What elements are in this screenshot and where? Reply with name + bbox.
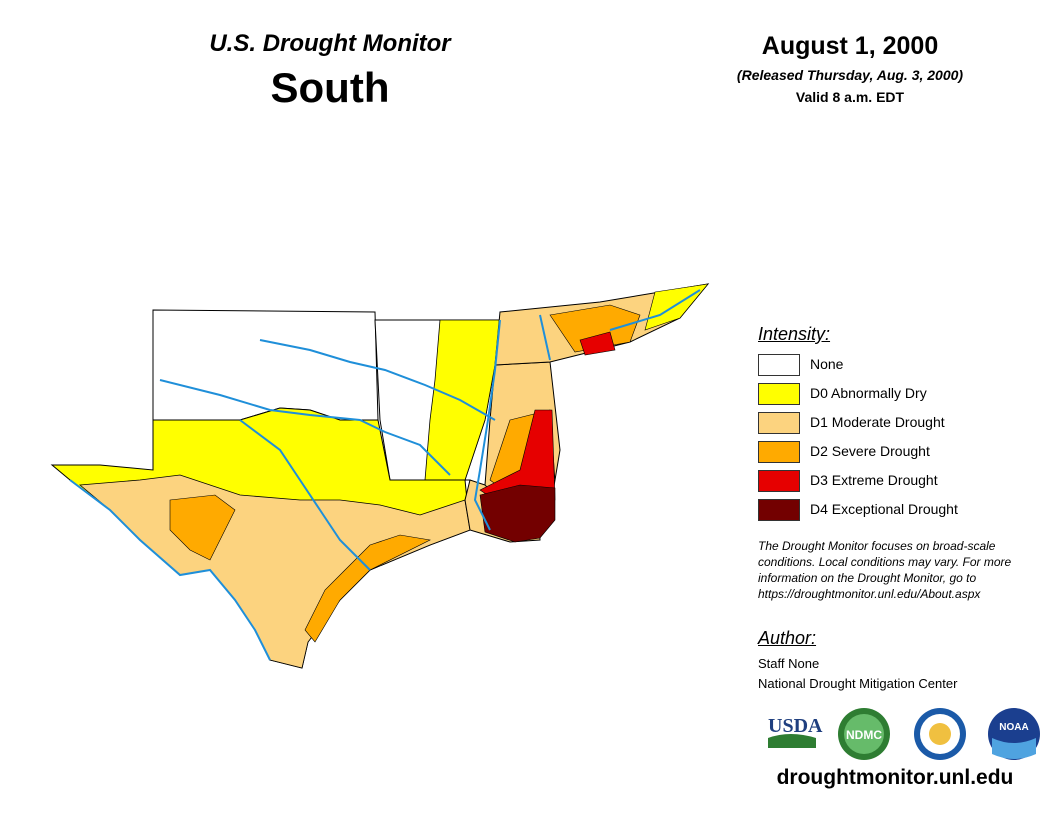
map-title: U.S. Drought Monitor [209,30,451,57]
legend-item-d0: D0 Abnormally Dry [758,383,1018,405]
oklahoma-region [152,309,379,421]
author-name: Staff None [758,656,820,671]
brazos-river [239,419,371,571]
legend-swatch [758,470,800,492]
legend-label: D0 Abnormally Dry [810,385,927,401]
legend-item-none: None [758,354,1018,376]
partner-logos: USDA NDMC NOAA [768,708,1040,760]
rivers [69,289,701,661]
texas-coast-severe-region [304,534,431,643]
gulf-exceptional-region [479,484,556,543]
legend-item-d4: D4 Exceptional Drought [758,499,1018,521]
noaa-logo: NOAA [988,708,1040,760]
svg-text:NDMC: NDMC [846,728,882,742]
svg-text:NOAA: NOAA [999,722,1028,733]
legend-label: D3 Extreme Drought [810,472,938,488]
legend-item-d2: D2 Severe Drought [758,441,1018,463]
tennessee-extreme-region [579,331,616,356]
legend-item-d1: D1 Moderate Drought [758,412,1018,434]
red-river [159,379,451,476]
legend-swatch [758,441,800,463]
legend-title: Intensity: [758,324,831,344]
commerce-seal [914,708,966,760]
mississippi-river [473,319,501,531]
legend-label: None [810,356,844,372]
region-title: South [270,64,390,111]
tennessee-severe-region [549,304,641,353]
texas-severe-region [169,494,236,561]
rio-grande [69,479,271,661]
usda-logo: USDA [768,715,823,748]
legend-swatch [758,383,800,405]
legend-item-d3: D3 Extreme Drought [758,470,1018,492]
release-date: (Released Thursday, Aug. 3, 2000) [736,67,964,83]
author-title: Author: [758,628,817,648]
map-regions [50,283,710,669]
legend-swatch [758,354,800,376]
legend-label: D4 Exceptional Drought [810,501,958,517]
legend-label: D1 Moderate Drought [810,414,945,430]
valid-time: Valid 8 a.m. EDT [795,89,905,105]
ndmc-logo: NDMC [838,708,890,760]
drought-monitor-note: The Drought Monitor focuses on broad-sca… [758,539,1012,601]
tennessee-river [539,289,701,361]
map-date: August 1, 2000 [761,32,939,60]
author-org: National Drought Mitigation Center [758,676,958,691]
legend-label: D2 Severe Drought [810,443,930,459]
legend-swatch [758,412,800,434]
arkansas-river [259,339,496,421]
svg-text:USDA: USDA [768,715,823,737]
drought-map [50,283,710,669]
footer-url[interactable]: droughtmonitor.unl.edu [776,766,1014,789]
legend-swatch [758,499,800,521]
